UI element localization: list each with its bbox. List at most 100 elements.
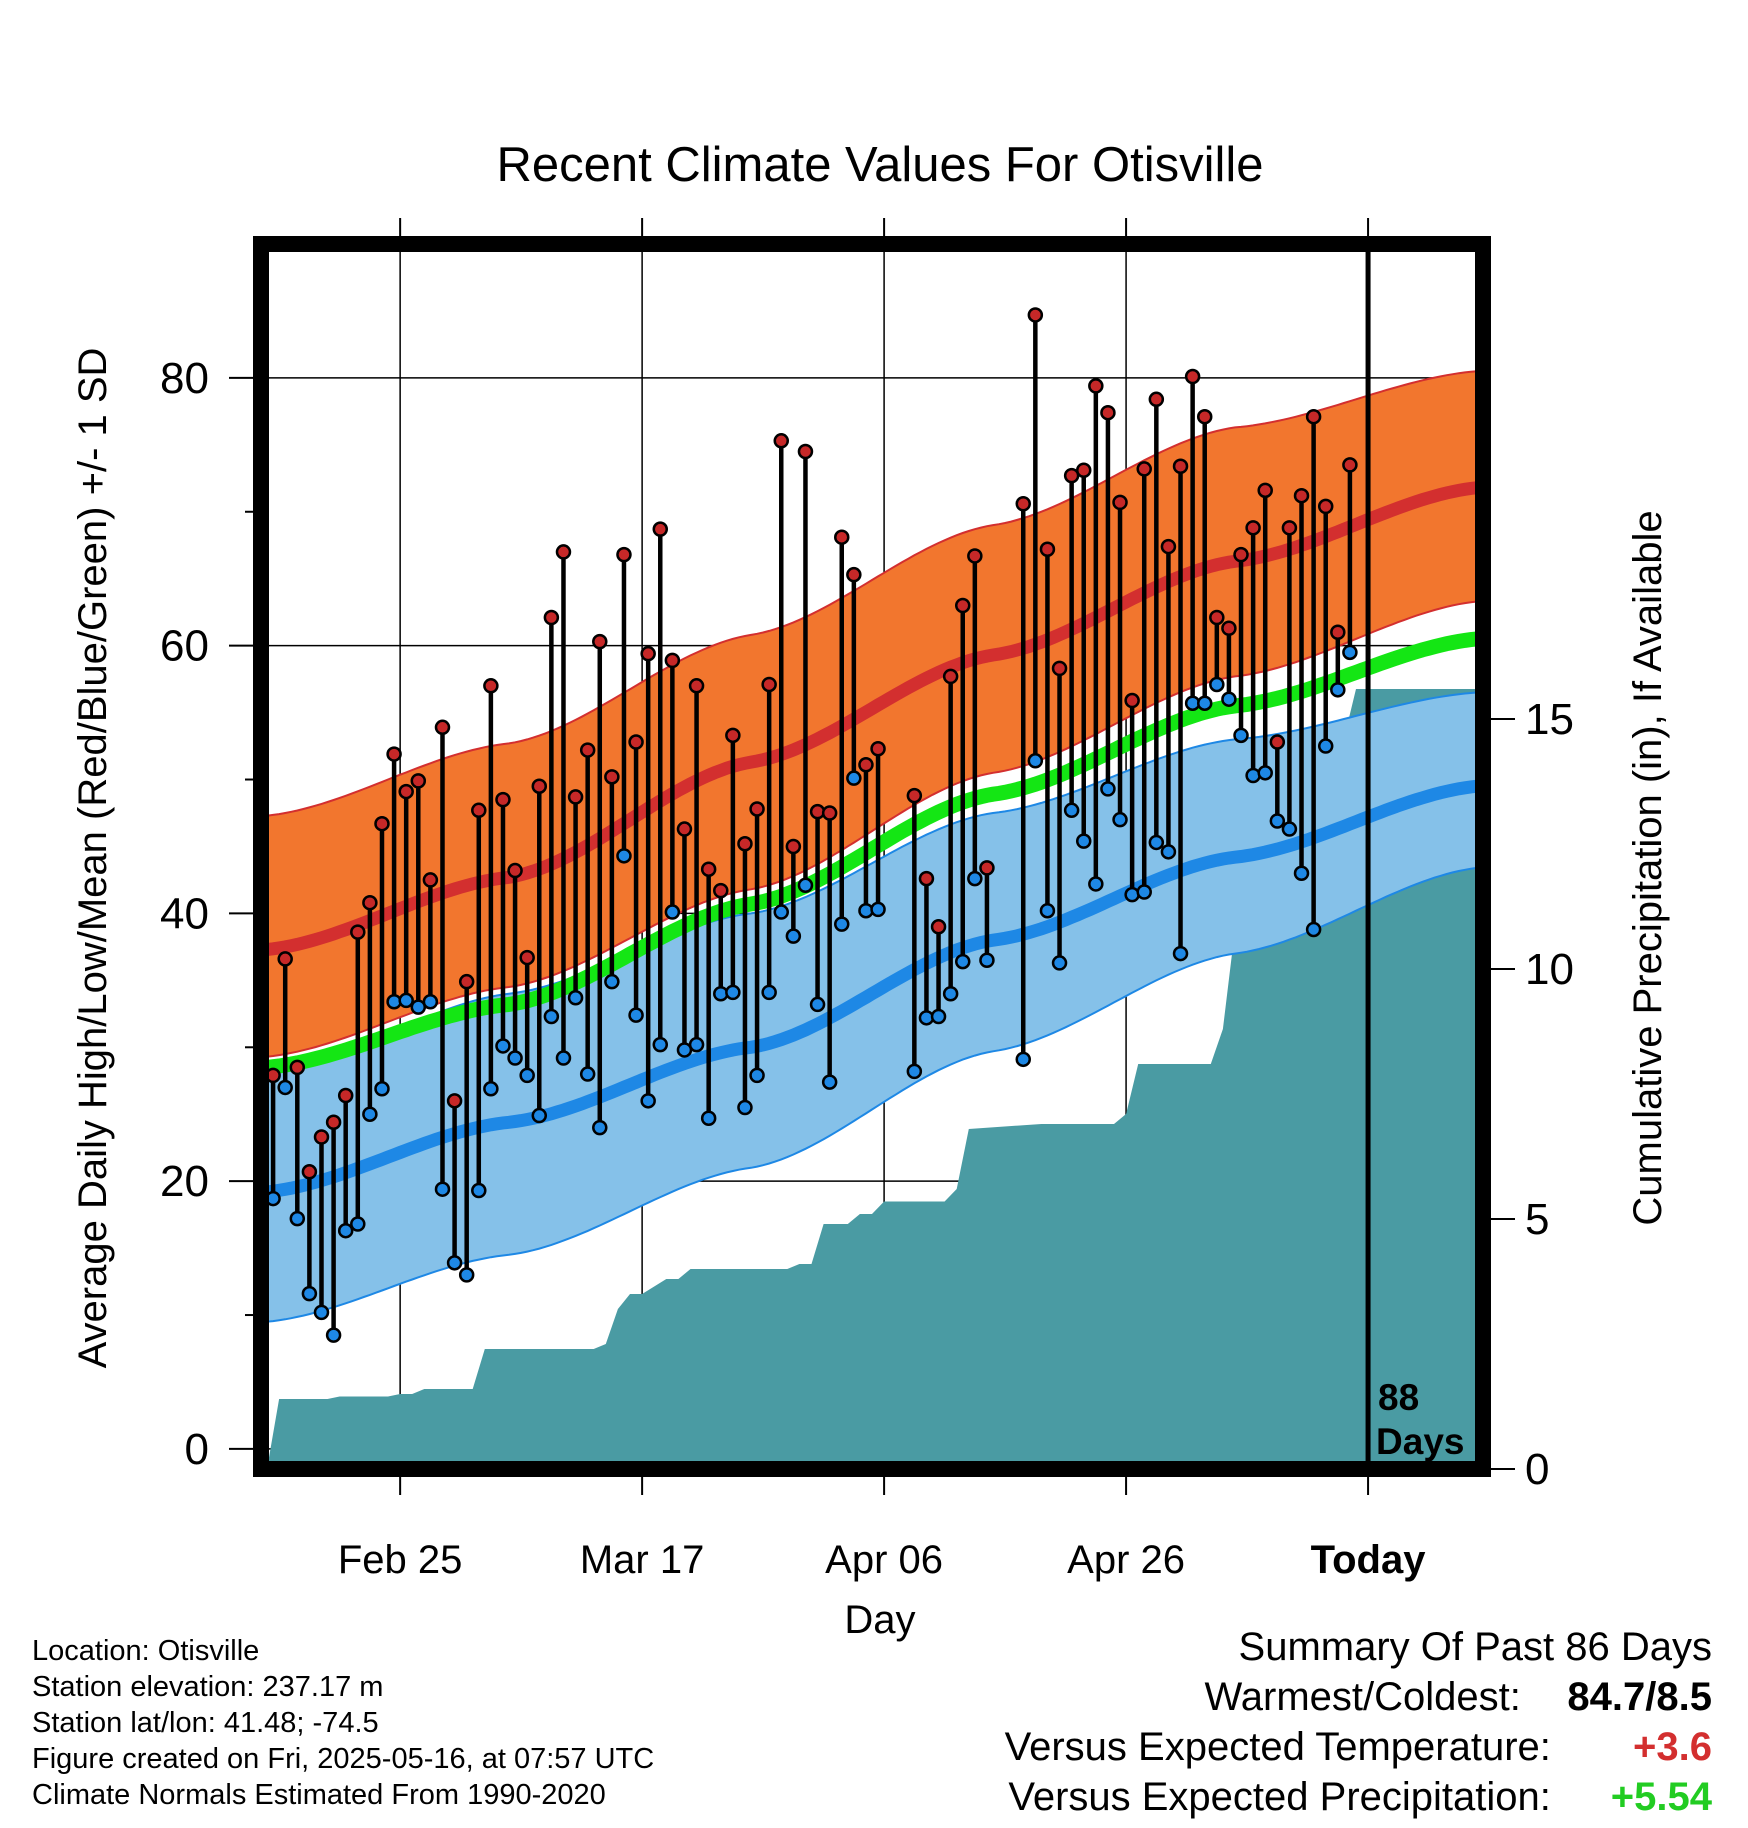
daily-low-point (954, 953, 971, 970)
summary-precip-row: Versus Expected Precipitation: +5.54 (1005, 1772, 1712, 1822)
daily-low-point (1075, 833, 1092, 849)
daily-high-point (350, 924, 366, 940)
daily-high-point (446, 1093, 463, 1109)
daily-high-point (688, 678, 705, 694)
daily-high-point (628, 734, 644, 750)
daily-low-point (725, 984, 741, 1001)
daily-high-point (1172, 458, 1189, 474)
precip-anomaly-label: Versus Expected Precipitation: (1008, 1775, 1551, 1819)
daily-low-point (834, 916, 850, 932)
daily-high-point (1293, 487, 1310, 504)
daily-high-point (664, 652, 681, 669)
y-tick-label: 0 (185, 1425, 209, 1474)
daily-low-point (458, 1267, 475, 1283)
daily-low-point (979, 952, 995, 969)
daily-low-point (495, 1038, 511, 1054)
daily-low-point (821, 1074, 838, 1090)
daily-low-point (277, 1079, 293, 1096)
daily-high-point (1112, 494, 1128, 511)
daily-high-point (979, 860, 995, 876)
daily-low-point (700, 1110, 717, 1126)
temp-anomaly-label: Versus Expected Temperature: (1004, 1725, 1551, 1769)
daily-high-point (555, 544, 572, 560)
daily-high-point (1269, 734, 1286, 750)
daily-low-point (1233, 727, 1249, 744)
temp-anomaly-value: +3.6 (1633, 1725, 1712, 1769)
daily-low-point (749, 1067, 765, 1084)
daily-low-point (1257, 765, 1273, 781)
daily-high-point (1100, 404, 1116, 421)
daily-high-point (640, 645, 656, 662)
daily-high-point (930, 919, 947, 935)
footer-normals: Climate Normals Estimated From 1990-2020 (32, 1779, 606, 1811)
daily-high-point (519, 949, 535, 966)
y-axis-label: Average Daily High/Low/Mean (Red/Blue/Gr… (71, 348, 115, 1369)
y-tick-label: 20 (160, 1157, 209, 1206)
daily-low-point (1063, 802, 1080, 819)
daily-low-point (737, 1099, 753, 1116)
daily-high-point (483, 678, 499, 694)
daily-low-point (628, 1007, 644, 1023)
daily-high-point (1305, 408, 1322, 425)
daily-high-point (749, 801, 765, 817)
daily-high-point (410, 773, 427, 789)
daily-high-point (1257, 482, 1273, 499)
daily-high-point (1039, 541, 1056, 557)
daily-low-point (906, 1063, 923, 1080)
x-tick-label: Apr 26 (1067, 1538, 1185, 1582)
daily-low-point (471, 1182, 487, 1199)
daily-high-point (1330, 624, 1346, 641)
daily-high-point (374, 815, 390, 832)
daily-high-point (1160, 538, 1177, 555)
y2-tick-label: 0 (1525, 1445, 1549, 1494)
y-tick-label: 60 (160, 622, 209, 671)
daily-high-point (1124, 692, 1140, 709)
daily-high-point (507, 862, 523, 879)
daily-high-point (398, 783, 414, 800)
precip-anomaly-value: +5.54 (1610, 1775, 1712, 1819)
x-tick-label: Today (1311, 1538, 1427, 1582)
precip-area (267, 689, 1477, 1469)
daily-low-point (846, 770, 862, 786)
daily-high-point (1233, 546, 1249, 563)
daily-high-point (1184, 368, 1201, 385)
daily-low-point (870, 901, 886, 918)
daily-high-point (1075, 462, 1092, 479)
daily-low-point (483, 1081, 499, 1097)
daily-low-point (374, 1081, 390, 1097)
daily-low-point (434, 1181, 451, 1197)
daily-high-point (604, 769, 620, 785)
daily-low-point (1245, 767, 1261, 784)
daily-low-point (1293, 865, 1310, 881)
daily-low-point (325, 1327, 342, 1343)
daily-low-point (809, 996, 826, 1013)
daily-high-point (1342, 457, 1358, 473)
daily-low-point (1148, 834, 1165, 851)
y-tick-label: 40 (160, 889, 209, 938)
daily-low-point (579, 1066, 596, 1082)
summary-temp-row: Versus Expected Temperature: +3.6 (1005, 1722, 1712, 1772)
daily-low-point (1027, 753, 1044, 769)
daily-high-point (434, 719, 451, 736)
y2-tick-label: 5 (1525, 1195, 1549, 1244)
daily-low-point (1015, 1051, 1031, 1068)
daily-low-point (1088, 876, 1104, 892)
daily-low-point (1305, 921, 1322, 938)
summary-warmest-row: Warmest/Coldest: 84.7/8.5 (1005, 1672, 1713, 1722)
daily-high-point (761, 676, 777, 693)
daily-high-point (1136, 461, 1152, 477)
daily-high-point (870, 740, 886, 757)
daily-high-point (846, 566, 862, 583)
daily-low-point (592, 1119, 608, 1136)
daily-low-point (1136, 884, 1152, 900)
daily-low-point (773, 904, 790, 920)
summary-title: Summary Of Past 86 Days (1238, 1625, 1712, 1669)
daily-high-point (289, 1059, 306, 1076)
daily-low-point (1051, 955, 1068, 971)
x-axis-label: Day (844, 1598, 915, 1642)
daily-high-point (942, 668, 959, 685)
daily-high-point (858, 757, 874, 773)
daily-low-point (1100, 781, 1116, 797)
daily-low-point (446, 1255, 463, 1271)
daily-high-point (1148, 391, 1165, 408)
